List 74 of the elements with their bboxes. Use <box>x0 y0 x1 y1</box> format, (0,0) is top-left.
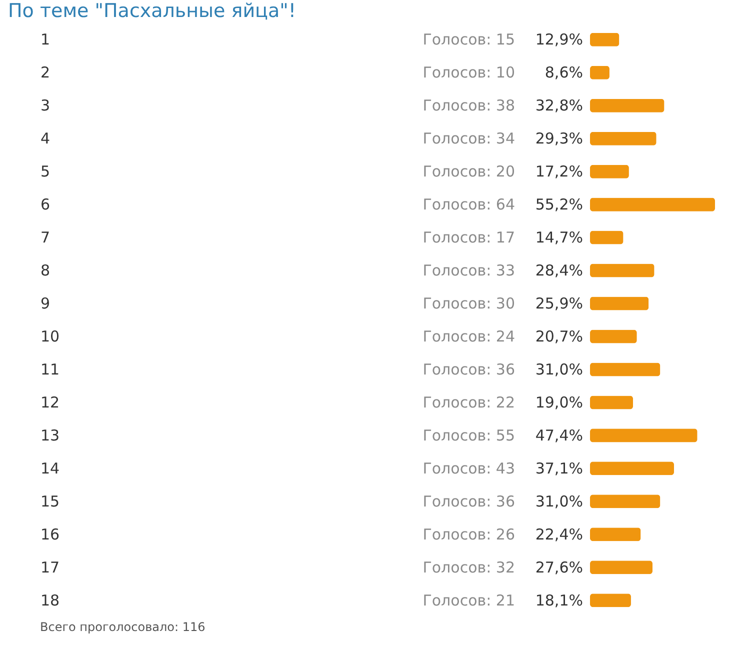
bar <box>590 396 634 410</box>
y-tick-label: 12 <box>40 393 60 412</box>
data-label: 31,0% <box>535 360 583 378</box>
text: Голосов: 10 <box>422 64 515 82</box>
y-tick-label: 13 <box>40 426 60 444</box>
text: Голосов: 30 <box>422 294 515 313</box>
text: Голосов: 33 <box>422 262 515 280</box>
bar <box>590 230 624 244</box>
data-label: 28,4% <box>535 262 583 280</box>
bar <box>590 330 637 344</box>
y-tick-label: 9 <box>40 294 50 313</box>
data-label: 29,3% <box>535 130 583 148</box>
y-tick-label: 4 <box>40 130 50 148</box>
y-tick-label: 5 <box>40 162 50 181</box>
text: Голосов: 38 <box>422 96 515 115</box>
text: Голосов: 15 <box>422 30 515 49</box>
text: Голосов: 36 <box>422 360 515 378</box>
data-label: 55,2% <box>535 196 583 214</box>
y-tick-label: 7 <box>40 228 50 247</box>
bar <box>590 164 629 178</box>
data-label: 27,6% <box>535 558 583 576</box>
data-label: 32,8% <box>535 96 583 115</box>
data-label: 19,0% <box>535 393 583 412</box>
y-tick-label: 1 <box>40 30 50 49</box>
y-tick-label: 18 <box>40 591 60 610</box>
y-tick-label: 8 <box>40 262 50 280</box>
data-label: 25,9% <box>535 294 583 313</box>
bar <box>590 264 654 278</box>
text: Голосов: 26 <box>422 525 515 544</box>
bar <box>590 32 620 46</box>
text: Голосов: 55 <box>422 426 515 444</box>
data-label: 8,6% <box>544 64 583 82</box>
text: Голосов: 32 <box>422 558 515 576</box>
y-tick-label: 14 <box>40 459 60 478</box>
data-label: 47,4% <box>535 426 583 444</box>
y-tick-label: 6 <box>40 196 50 214</box>
data-label: 14,7% <box>535 228 583 247</box>
text: Голосов: 64 <box>422 196 515 214</box>
data-label: 31,0% <box>535 492 583 510</box>
y-tick-label: 3 <box>40 96 50 115</box>
y-tick-label: 15 <box>40 492 60 510</box>
text: По теме "Пасхальные яйца"! <box>8 0 296 22</box>
y-tick-label: 11 <box>40 360 60 378</box>
data-label: 20,7% <box>535 327 583 346</box>
text: Голосов: 36 <box>422 492 515 510</box>
text: Голосов: 21 <box>422 591 515 610</box>
bar <box>590 462 674 476</box>
y-tick-label: 2 <box>40 64 50 82</box>
y-tick-label: 16 <box>40 525 60 544</box>
bar <box>590 198 715 212</box>
bar <box>590 362 660 376</box>
data-label: 12,9% <box>535 30 583 49</box>
bar <box>590 594 631 608</box>
text: Голосов: 34 <box>422 130 515 148</box>
bar <box>590 132 656 146</box>
bar <box>590 296 649 310</box>
y-tick-label: 17 <box>40 558 60 576</box>
data-label: 22,4% <box>535 525 583 544</box>
text: Всего проголосовало: 116 <box>40 620 206 634</box>
bar <box>590 66 610 80</box>
bar <box>590 494 660 508</box>
data-label: 37,1% <box>535 459 583 478</box>
text: Голосов: 17 <box>422 228 515 247</box>
bar <box>590 428 698 442</box>
bar <box>590 528 641 542</box>
y-tick-label: 10 <box>40 327 60 346</box>
text: Голосов: 24 <box>422 327 515 346</box>
data-label: 17,2% <box>535 162 583 181</box>
text: Голосов: 22 <box>422 393 515 412</box>
text: Голосов: 43 <box>422 459 515 478</box>
text: Голосов: 20 <box>422 162 515 181</box>
bar <box>590 98 664 112</box>
bar <box>590 560 652 574</box>
data-label: 18,1% <box>535 591 583 610</box>
